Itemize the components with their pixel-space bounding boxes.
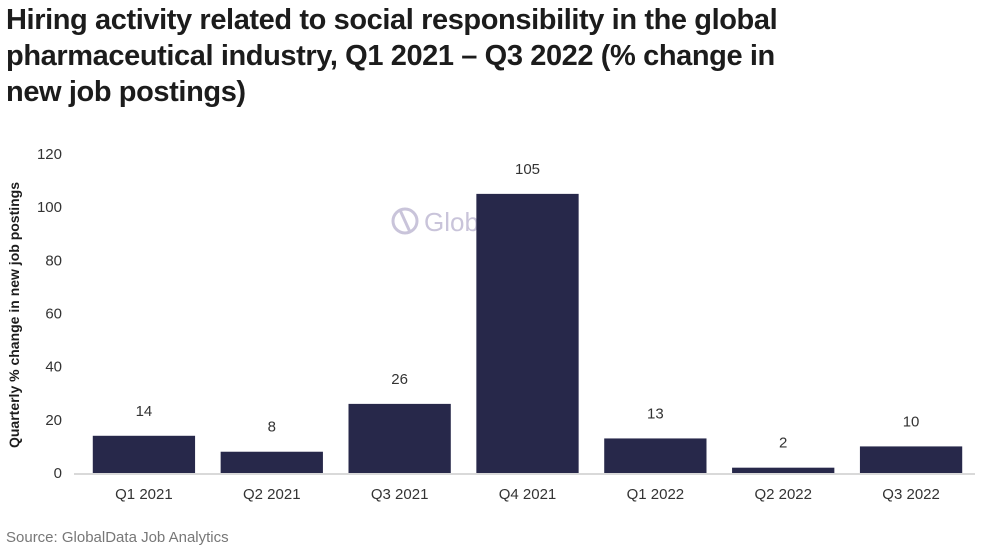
x-tick-label: Q3 2021	[371, 486, 429, 503]
y-tick-label: 40	[45, 359, 62, 376]
data-label: 13	[647, 405, 664, 422]
bar-q1-2021	[92, 435, 196, 473]
chart-title: Hiring activity related to social respon…	[6, 4, 778, 108]
watermark-icon	[391, 207, 419, 235]
data-label: 26	[391, 371, 408, 388]
x-tick-label: Q3 2022	[882, 486, 940, 503]
data-label: 105	[515, 161, 540, 178]
source-note: Source: GlobalData Job Analytics	[6, 529, 229, 546]
x-tick-label: Q4 2021	[499, 486, 557, 503]
x-tick-label: Q2 2021	[243, 486, 301, 503]
watermark-icon-slash	[398, 209, 412, 233]
bar-q3-2022	[859, 446, 963, 473]
bar-q1-2022	[604, 438, 707, 473]
data-label: 2	[779, 435, 787, 452]
y-tick-label: 100	[37, 199, 62, 216]
y-tick-label: 60	[45, 306, 62, 323]
bar-q2-2022	[732, 467, 835, 473]
data-label: 8	[268, 419, 276, 436]
data-label: 14	[136, 403, 153, 420]
y-tick-label: 0	[54, 465, 62, 482]
bar-q3-2021	[348, 403, 451, 473]
bar-q2-2021	[220, 451, 323, 473]
data-label: 10	[903, 413, 920, 430]
x-tick-label: Q1 2022	[627, 486, 685, 503]
y-axis-title: Quarterly % change in new job postings	[6, 182, 22, 448]
y-tick-label: 20	[45, 412, 62, 429]
y-tick-label: 80	[45, 252, 62, 269]
x-tick-label: Q1 2021	[115, 486, 173, 503]
x-tick-label: Q2 2022	[754, 486, 812, 503]
bar-chart: Quarterly % change in new job postings G…	[6, 146, 975, 503]
y-axis-title-group: Quarterly % change in new job postings	[6, 182, 22, 448]
y-tick-label: 120	[37, 146, 62, 163]
bar-q4-2021	[476, 193, 579, 473]
